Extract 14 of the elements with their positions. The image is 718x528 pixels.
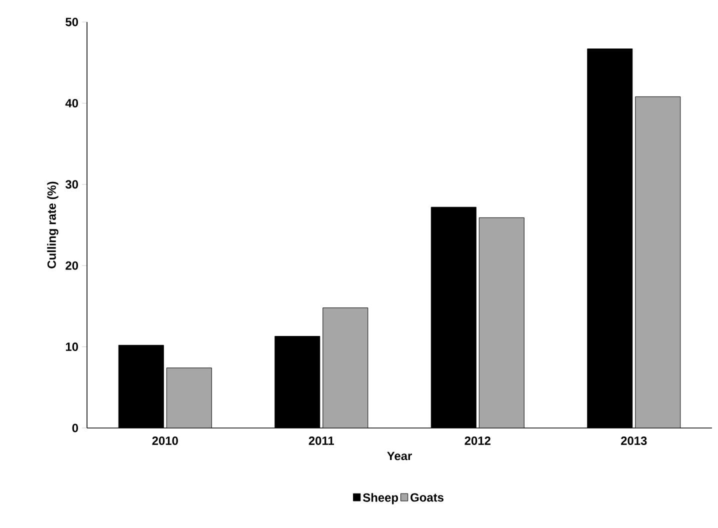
y-axis-title: Culling rate (%) — [47, 182, 58, 268]
y-tick-label: 0 — [72, 424, 78, 432]
legend-label: Goats — [410, 493, 444, 502]
x-tick-label: 2013 — [621, 436, 647, 445]
y-tick-label: 50 — [66, 18, 78, 26]
y-tick-label: 30 — [65, 180, 78, 189]
y-tick-label: 20 — [66, 261, 78, 270]
y-tick-label: 40 — [65, 98, 78, 108]
y-tick-label: 10 — [66, 342, 78, 352]
x-tick-label: 2010 — [152, 436, 178, 445]
x-tick-label: 2011 — [308, 436, 334, 445]
x-tick-label: 2012 — [464, 436, 490, 445]
x-axis-title: Year — [387, 452, 412, 460]
legend-label: Sheep — [362, 493, 398, 504]
